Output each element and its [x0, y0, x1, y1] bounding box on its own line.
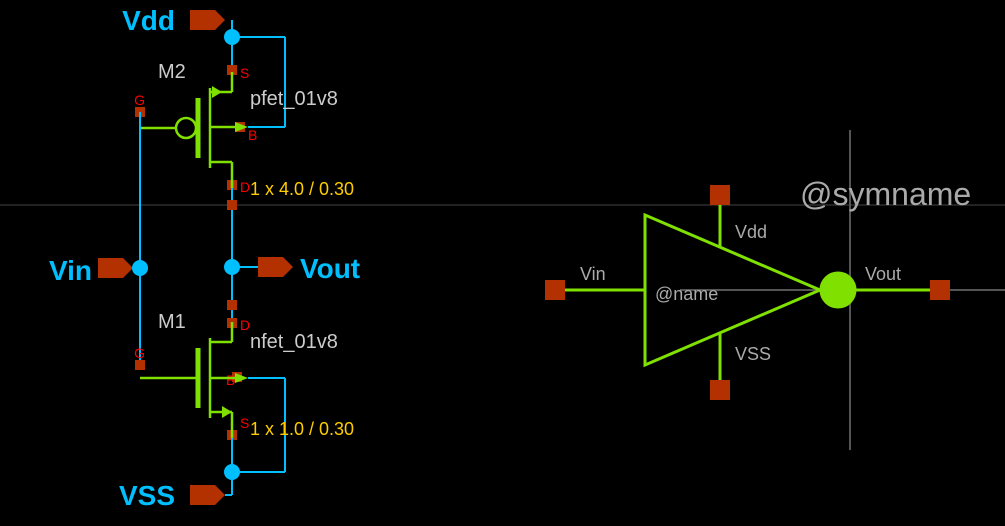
port-vout-label: Vout — [300, 253, 360, 284]
port-vss-shape[interactable] — [190, 485, 225, 505]
m1-name-label: M1 — [158, 311, 186, 333]
m1-params-label: 1 x 1.0 / 0.30 — [250, 419, 354, 439]
symbol-instance-label: @name — [655, 284, 718, 304]
m1-s-arrow — [222, 406, 232, 418]
port-vin-shape[interactable] — [98, 258, 133, 278]
symbol-out-bubble — [820, 272, 856, 308]
m2-pin-s-label: S — [240, 65, 249, 81]
symbol-vss-label: VSS — [735, 344, 771, 364]
symbol-vin-label: Vin — [580, 264, 606, 284]
m2-pin-d-label: D — [240, 179, 250, 195]
m2-params-label: 1 x 4.0 / 0.30 — [250, 179, 354, 199]
m1-pin-g-sq — [135, 360, 145, 370]
schematic-canvas: Vdd M2 pfet_01v8 S G B D 1 x 4.0 / 0.30 … — [0, 0, 1005, 526]
mid-pin-sq-top — [227, 200, 237, 210]
symbol-vout-pin[interactable] — [930, 280, 950, 300]
symbol-vin-pin[interactable] — [545, 280, 565, 300]
m2-name-label: M2 — [158, 61, 186, 83]
symbol-vdd-pin[interactable] — [710, 185, 730, 205]
m2-s-arrow — [212, 86, 222, 98]
m2-type-label: pfet_01v8 — [250, 88, 338, 110]
m1-pin-s-label: S — [240, 415, 249, 431]
symbol-title-label: @symname — [800, 176, 971, 212]
m1-pin-g-label: G — [134, 345, 145, 361]
m2-pin-b-label: B — [248, 127, 257, 143]
m1-type-label: nfet_01v8 — [250, 331, 338, 353]
mid-pin-sq-bot — [227, 300, 237, 310]
m2-pin-g-label: G — [134, 92, 145, 108]
m1-pin-b-label: B — [226, 372, 235, 388]
port-vdd-label: Vdd — [122, 5, 175, 36]
node-vss — [224, 464, 240, 480]
m1-pin-d-label: D — [240, 317, 250, 333]
port-vout-shape[interactable] — [258, 257, 293, 277]
m2-gate-bubble — [176, 118, 196, 138]
symbol-vss-pin[interactable] — [710, 380, 730, 400]
port-vdd-shape[interactable] — [190, 10, 225, 30]
symbol-vout-label: Vout — [865, 264, 901, 284]
port-vin-label: Vin — [49, 255, 92, 286]
port-vss-label: VSS — [119, 480, 175, 511]
symbol-vdd-label: Vdd — [735, 222, 767, 242]
